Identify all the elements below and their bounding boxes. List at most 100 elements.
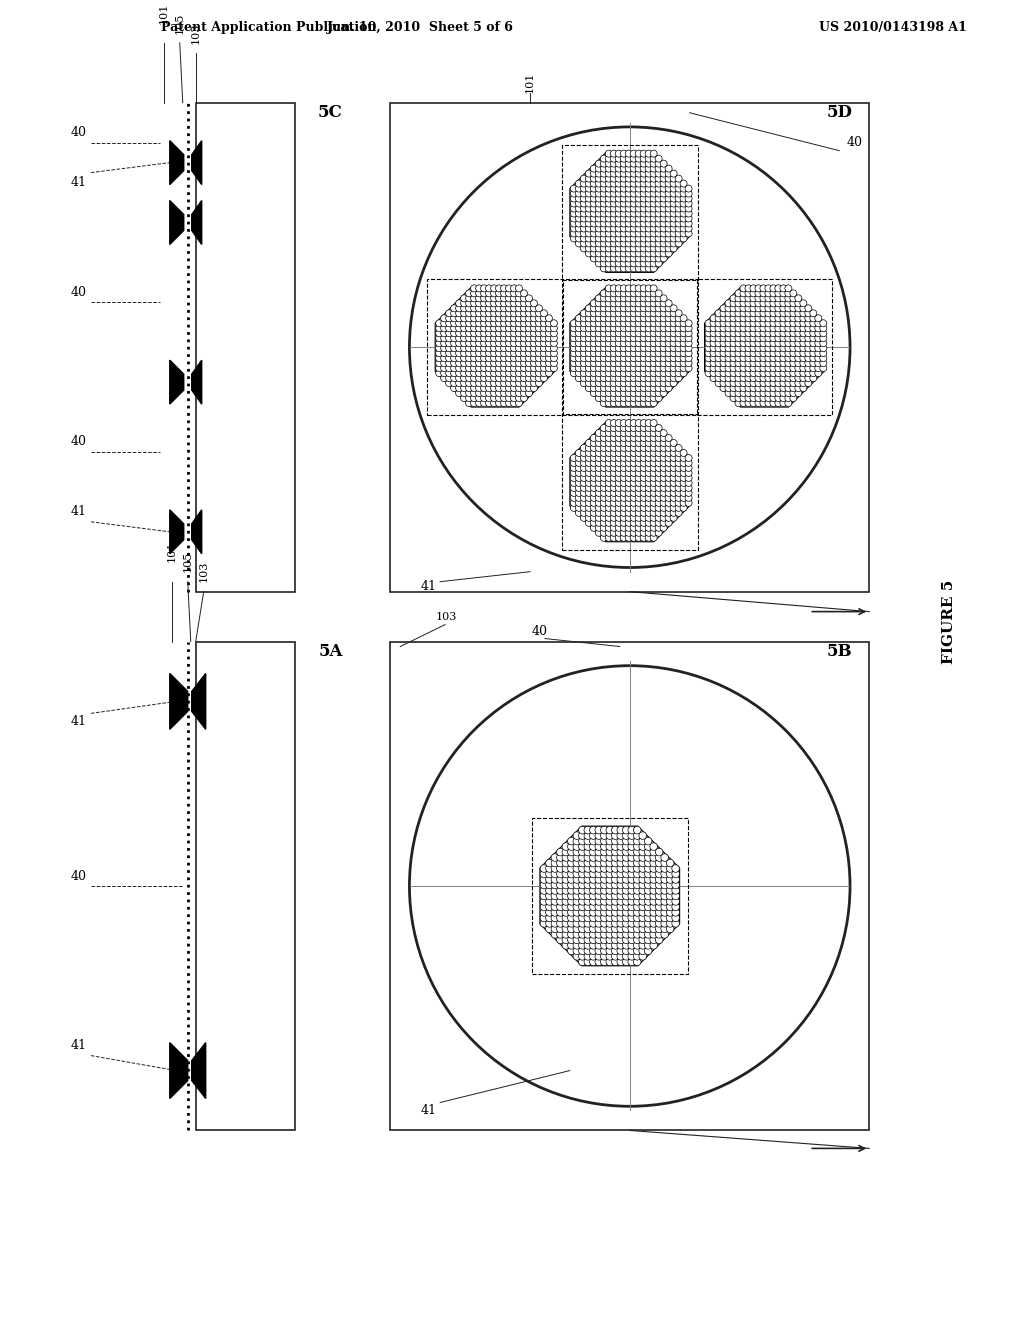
Circle shape [579, 908, 586, 916]
Circle shape [635, 300, 642, 306]
Circle shape [630, 260, 637, 267]
Circle shape [496, 384, 503, 392]
Circle shape [621, 185, 628, 191]
Circle shape [600, 524, 607, 531]
Circle shape [770, 290, 777, 297]
Circle shape [720, 350, 727, 356]
Circle shape [640, 524, 647, 531]
Circle shape [600, 364, 607, 372]
Circle shape [670, 180, 677, 187]
Circle shape [650, 305, 657, 312]
Circle shape [640, 224, 647, 232]
Circle shape [760, 314, 767, 322]
Circle shape [650, 314, 657, 322]
Circle shape [435, 370, 442, 376]
Circle shape [634, 903, 641, 911]
Circle shape [511, 335, 517, 342]
Circle shape [640, 484, 647, 491]
Circle shape [466, 335, 473, 342]
Circle shape [750, 310, 757, 317]
Circle shape [610, 400, 617, 407]
Circle shape [595, 898, 602, 906]
Circle shape [745, 359, 752, 367]
Circle shape [666, 434, 672, 441]
Circle shape [630, 370, 637, 376]
Circle shape [730, 330, 737, 337]
Circle shape [573, 931, 581, 939]
Circle shape [600, 529, 607, 536]
Circle shape [581, 335, 588, 342]
Circle shape [606, 941, 613, 949]
Circle shape [745, 300, 752, 306]
Circle shape [546, 875, 553, 883]
Circle shape [615, 450, 623, 457]
Bar [196, 642, 296, 1130]
Circle shape [586, 519, 592, 527]
Circle shape [570, 215, 578, 222]
Circle shape [685, 345, 692, 351]
Circle shape [630, 454, 637, 462]
Circle shape [600, 201, 607, 207]
Circle shape [605, 434, 612, 441]
Circle shape [546, 319, 552, 327]
Circle shape [606, 898, 613, 906]
Circle shape [750, 364, 757, 372]
Circle shape [605, 210, 612, 216]
Circle shape [784, 375, 792, 381]
Circle shape [540, 870, 548, 878]
Circle shape [600, 170, 607, 177]
Circle shape [666, 370, 672, 376]
Circle shape [660, 310, 668, 317]
Circle shape [626, 350, 632, 356]
Circle shape [520, 290, 527, 297]
Circle shape [445, 350, 453, 356]
Circle shape [623, 832, 630, 840]
Circle shape [634, 832, 641, 840]
Circle shape [600, 941, 608, 949]
Circle shape [490, 355, 498, 362]
Circle shape [584, 837, 592, 845]
Circle shape [511, 319, 517, 327]
Circle shape [520, 380, 527, 387]
Circle shape [615, 355, 623, 362]
Circle shape [655, 249, 663, 257]
Circle shape [590, 925, 597, 933]
Circle shape [506, 345, 512, 351]
Circle shape [610, 434, 617, 441]
Circle shape [720, 310, 727, 317]
Circle shape [590, 440, 597, 446]
Circle shape [815, 355, 822, 362]
Circle shape [606, 859, 613, 867]
Circle shape [595, 479, 602, 486]
Circle shape [615, 425, 623, 432]
Circle shape [800, 375, 807, 381]
Circle shape [735, 355, 742, 362]
Circle shape [706, 364, 712, 372]
Circle shape [660, 870, 669, 878]
Circle shape [471, 375, 477, 381]
Circle shape [506, 314, 512, 322]
Circle shape [634, 882, 641, 888]
Circle shape [595, 364, 602, 372]
Circle shape [610, 499, 617, 507]
Circle shape [480, 300, 487, 306]
Circle shape [680, 215, 687, 222]
Circle shape [600, 953, 608, 960]
Circle shape [581, 459, 588, 466]
Circle shape [810, 325, 817, 331]
Circle shape [456, 330, 463, 337]
Circle shape [621, 499, 628, 507]
Circle shape [670, 185, 677, 191]
Circle shape [666, 450, 672, 457]
Circle shape [680, 370, 687, 376]
Circle shape [628, 908, 636, 916]
Circle shape [685, 350, 692, 356]
Circle shape [546, 350, 552, 356]
Circle shape [820, 364, 826, 372]
Circle shape [640, 180, 647, 187]
Circle shape [666, 380, 672, 387]
Circle shape [475, 310, 482, 317]
Circle shape [655, 370, 663, 376]
Circle shape [645, 350, 652, 356]
Circle shape [675, 479, 682, 486]
